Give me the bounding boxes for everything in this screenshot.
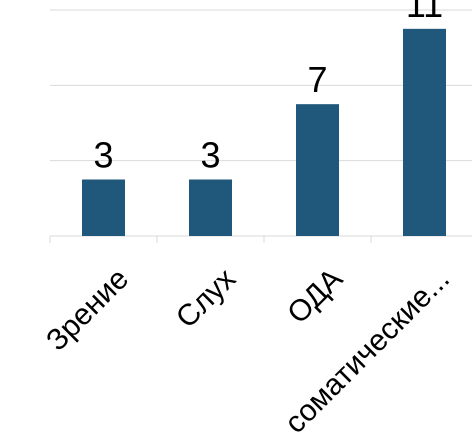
bar bbox=[403, 28, 446, 237]
x-axis bbox=[49, 235, 472, 243]
bar bbox=[296, 104, 339, 237]
bar bbox=[189, 179, 232, 236]
data-label: 3 bbox=[200, 135, 220, 176]
bars bbox=[82, 28, 446, 237]
data-label: 7 bbox=[307, 59, 327, 100]
category-label: ОДА bbox=[281, 262, 349, 330]
data-labels: 3 3 7 11 bbox=[93, 0, 443, 176]
data-label: 3 bbox=[93, 135, 113, 176]
bar bbox=[82, 179, 125, 236]
category-label: Слух bbox=[170, 262, 242, 334]
data-label: 11 bbox=[406, 0, 443, 25]
gridlines bbox=[50, 9, 472, 162]
category-label: Зрение bbox=[40, 262, 135, 357]
category-labels: Зрение Слух ОДАсоматические... bbox=[40, 262, 456, 440]
